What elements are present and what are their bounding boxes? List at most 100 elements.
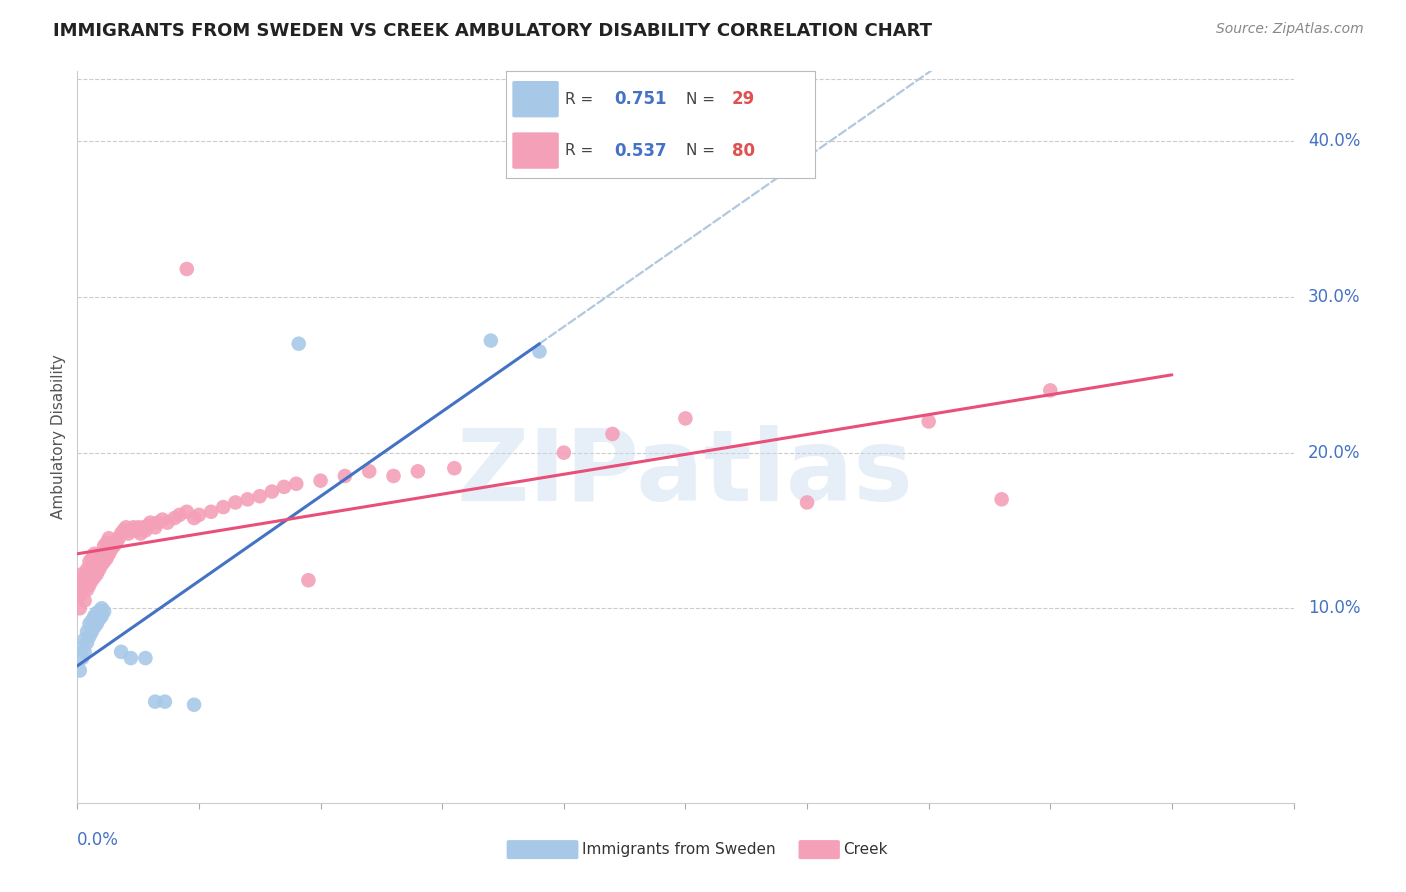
Point	[73, 632, 96, 647]
Text: N =: N =	[686, 92, 714, 107]
Point	[224, 495, 246, 509]
Point	[97, 531, 120, 545]
Point	[80, 551, 103, 566]
Point	[110, 645, 132, 659]
Point	[90, 547, 112, 561]
FancyBboxPatch shape	[506, 840, 578, 859]
Text: 20.0%: 20.0%	[1308, 443, 1361, 462]
Point	[90, 601, 112, 615]
Point	[260, 484, 283, 499]
Point	[83, 609, 105, 624]
Text: 10.0%: 10.0%	[1308, 599, 1361, 617]
Point	[105, 536, 128, 550]
Point	[76, 582, 98, 597]
Point	[79, 567, 101, 582]
Point	[183, 698, 205, 712]
Point	[86, 616, 108, 631]
Point	[136, 518, 159, 533]
Point	[112, 524, 135, 538]
Point	[79, 555, 101, 569]
Point	[163, 511, 186, 525]
Point	[139, 516, 162, 530]
Point	[553, 445, 575, 459]
Point	[297, 574, 319, 588]
Point	[76, 624, 98, 639]
Text: R =: R =	[565, 143, 593, 158]
Point	[70, 651, 93, 665]
Point	[134, 524, 156, 538]
Point	[89, 549, 111, 564]
Point	[80, 624, 103, 639]
Point	[117, 526, 139, 541]
Point	[134, 651, 156, 665]
Point	[918, 415, 941, 429]
Point	[382, 469, 405, 483]
Point	[152, 512, 174, 526]
Point	[73, 593, 96, 607]
Point	[249, 489, 271, 503]
Point	[1039, 384, 1062, 398]
Point	[176, 262, 198, 277]
Point	[80, 574, 103, 588]
Point	[100, 542, 122, 557]
Point	[990, 492, 1012, 507]
FancyBboxPatch shape	[799, 840, 839, 859]
Text: Creek: Creek	[844, 842, 889, 857]
Point	[285, 476, 308, 491]
Point	[79, 629, 101, 643]
Point	[86, 567, 108, 582]
Point	[675, 411, 697, 425]
Point	[602, 427, 624, 442]
Point	[132, 520, 155, 534]
Point	[169, 508, 191, 522]
Point	[212, 500, 235, 515]
Point	[183, 511, 205, 525]
Point	[127, 520, 149, 534]
Point	[73, 578, 96, 592]
FancyBboxPatch shape	[512, 132, 558, 169]
Point	[83, 570, 105, 584]
Point	[79, 578, 101, 592]
Point	[529, 344, 551, 359]
Text: Source: ZipAtlas.com: Source: ZipAtlas.com	[1216, 22, 1364, 37]
Point	[176, 505, 198, 519]
Point	[287, 336, 309, 351]
Text: 0.537: 0.537	[614, 142, 666, 160]
Point	[333, 469, 356, 483]
Point	[143, 520, 166, 534]
Point	[125, 524, 148, 538]
Point	[236, 492, 259, 507]
Point	[93, 539, 115, 553]
Point	[89, 604, 111, 618]
Point	[73, 645, 96, 659]
Point	[86, 555, 108, 569]
Text: Immigrants from Sweden: Immigrants from Sweden	[582, 842, 776, 857]
Point	[110, 526, 132, 541]
Point	[83, 558, 105, 572]
Point	[70, 582, 93, 597]
Point	[115, 520, 138, 534]
Text: 30.0%: 30.0%	[1308, 288, 1361, 306]
Text: ZIPatlas: ZIPatlas	[457, 425, 914, 522]
Point	[70, 640, 93, 655]
Point	[89, 562, 111, 576]
Point	[122, 520, 145, 534]
Point	[120, 524, 142, 538]
Point	[70, 574, 93, 588]
Point	[146, 516, 169, 530]
Point	[76, 574, 98, 588]
Point	[359, 464, 381, 478]
Y-axis label: Ambulatory Disability: Ambulatory Disability	[51, 355, 66, 519]
Point	[443, 461, 465, 475]
Text: R =: R =	[565, 92, 593, 107]
Point	[76, 635, 98, 649]
Point	[479, 334, 502, 348]
Point	[120, 651, 142, 665]
Point	[406, 464, 429, 478]
Point	[89, 612, 111, 626]
Point	[73, 570, 96, 584]
Point	[93, 555, 115, 569]
Text: 0.0%: 0.0%	[77, 830, 120, 848]
Point	[93, 604, 115, 618]
Point	[80, 614, 103, 628]
